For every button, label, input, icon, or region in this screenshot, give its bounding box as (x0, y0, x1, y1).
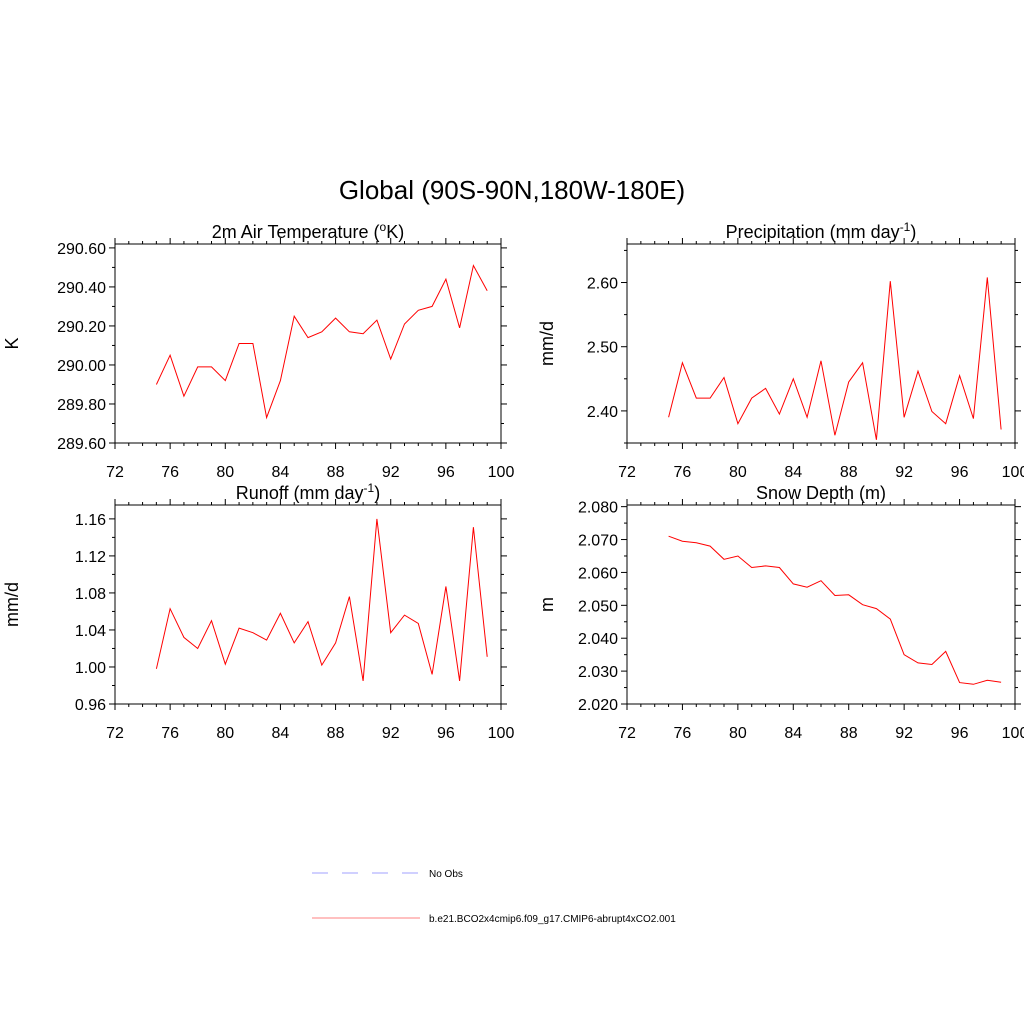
x-tick-label: 84 (272, 464, 290, 481)
y-tick-label: 1.08 (75, 586, 106, 603)
series-line (155, 264, 488, 420)
series-line (668, 535, 1002, 685)
x-tick-label: 100 (488, 725, 515, 742)
x-tick-label: 80 (729, 725, 747, 742)
y-tick-label: 2.50 (587, 340, 618, 357)
y-tick-label: 290.40 (57, 280, 106, 297)
x-tick-label: 88 (327, 725, 345, 742)
series-line (668, 277, 1002, 440)
x-tick-label: 76 (161, 464, 179, 481)
x-tick-label: 76 (674, 464, 692, 481)
main-title: Global (90S-90N,180W-180E) (339, 175, 685, 205)
x-tick-label: 88 (840, 464, 858, 481)
panel-temp: 72 76 80 84 88 92 96 100 289.60 289.80 290.00 290.2… (2, 220, 514, 481)
x-tick-label: 84 (272, 725, 290, 742)
plot-frame (114, 243, 502, 444)
x-tick-label: 96 (951, 725, 969, 742)
panel-snow: 72 76 80 84 88 92 96 100 2.020 2.030 2.040 2.050 2.0… (537, 483, 1024, 742)
y-tick-label: 1.00 (75, 660, 106, 677)
y-tick-label: 1.04 (75, 623, 106, 640)
panel-title-suffix: ) (910, 222, 916, 242)
x-tick-label: 100 (488, 464, 515, 481)
y-tick-label: 0.96 (75, 697, 106, 714)
y-tick-label: 2.030 (578, 664, 618, 681)
y-tick-label: 2.020 (578, 697, 618, 714)
y-axis-label: m (537, 597, 557, 612)
panel-title: 2m Air Temperature (oK) (212, 220, 404, 242)
x-tick-label: 92 (382, 464, 400, 481)
y-tick-label: 2.070 (578, 533, 618, 550)
x-tick-label: 96 (437, 725, 455, 742)
x-tick-label: 100 (1002, 464, 1024, 481)
x-tick-label: 72 (618, 725, 636, 742)
x-tick-label: 92 (382, 725, 400, 742)
y-tick-label: 1.12 (75, 549, 106, 566)
series-line (155, 518, 488, 681)
panel-title-suffix: K) (386, 222, 404, 242)
x-tick-label: 76 (161, 725, 179, 742)
x-tick-label: 80 (216, 464, 234, 481)
y-tick-label: 290.60 (57, 241, 106, 258)
y-tick-label: 2.050 (578, 598, 618, 615)
x-tick-label: 80 (729, 464, 747, 481)
panel-title-superscript: -1 (364, 481, 375, 495)
x-tick-label: 96 (951, 464, 969, 481)
panel-title-text: 2m Air Temperature ( (212, 222, 380, 242)
x-tick-label: 72 (106, 464, 124, 481)
x-tick-label: 88 (327, 464, 345, 481)
y-tick-label: 2.040 (578, 631, 618, 648)
y-tick-label: 2.60 (587, 276, 618, 293)
y-tick-label: 2.080 (578, 500, 618, 517)
y-axis-label: K (2, 337, 22, 349)
panel-title-text: Snow Depth (m) (756, 483, 886, 503)
x-tick-label: 72 (106, 725, 124, 742)
x-tick-label: 80 (216, 725, 234, 742)
y-axis-label: mm/d (537, 321, 557, 366)
x-tick-label: 92 (895, 725, 913, 742)
panel-title: Runoff (mm day-1) (236, 481, 380, 503)
y-axis-label: mm/d (2, 582, 22, 627)
x-tick-label: 84 (784, 464, 802, 481)
x-tick-label: 96 (437, 464, 455, 481)
panel-title-superscript: -1 (900, 220, 911, 234)
panel-title: Precipitation (mm day-1) (726, 220, 917, 242)
panel-title-text: Runoff (mm day (236, 483, 364, 503)
panel-title-text: Precipitation (mm day (726, 222, 900, 242)
y-tick-label: 290.00 (57, 358, 106, 375)
legend-label: No Obs (429, 869, 463, 880)
legend: No Obs b.e21.BCO2x4cmip6.f09_g17.CMIP6-ab… (312, 869, 676, 925)
x-tick-label: 92 (895, 464, 913, 481)
panel-title-superscript: o (380, 220, 387, 234)
y-tick-label: 289.80 (57, 397, 106, 414)
x-tick-label: 76 (674, 725, 692, 742)
plot-frame (626, 504, 1016, 705)
y-tick-label: 289.60 (57, 436, 106, 453)
panel-runoff: 72 76 80 84 88 92 96 100 0.96 1.00 1.04 1.08 1.12 1.1… (2, 481, 514, 742)
panel-precip: 72 76 80 84 88 92 96 100 2.40 2.50 2.60 mm/d Precipi… (537, 220, 1024, 481)
plot-frame (626, 243, 1016, 444)
panel-title: Snow Depth (m) (756, 483, 886, 503)
legend-label: b.e21.BCO2x4cmip6.f09_g17.CMIP6-abrupt4x… (429, 914, 676, 925)
y-tick-label: 2.40 (587, 404, 618, 421)
x-tick-label: 100 (1002, 725, 1024, 742)
y-tick-label: 2.060 (578, 565, 618, 582)
panels: 72 76 80 84 88 92 96 100 289.60 289.80 290.00 290.2… (2, 220, 1024, 742)
x-tick-label: 88 (840, 725, 858, 742)
y-tick-label: 1.16 (75, 512, 106, 529)
y-tick-label: 290.20 (57, 319, 106, 336)
x-tick-label: 84 (784, 725, 802, 742)
x-tick-label: 72 (618, 464, 636, 481)
panel-title-suffix: ) (374, 483, 380, 503)
